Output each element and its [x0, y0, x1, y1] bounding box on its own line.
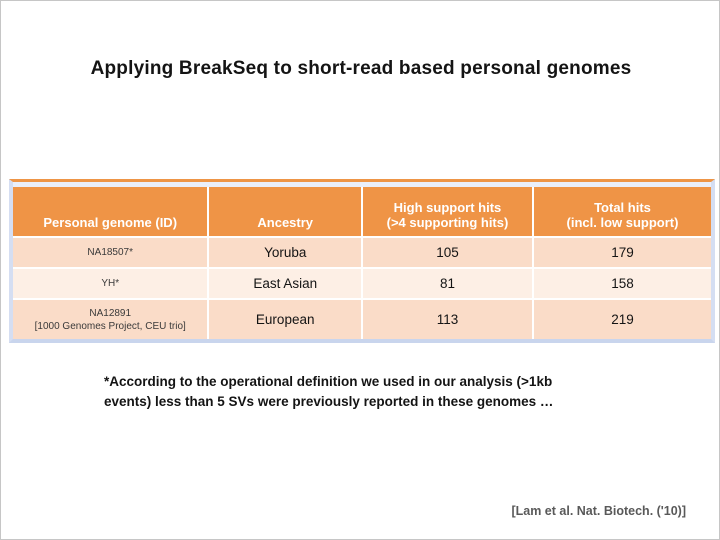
cell-genome-id: NA12891 [1000 Genomes Project, CEU trio] [13, 299, 210, 339]
column-header: High support hits (>4 supporting hits) [361, 187, 534, 238]
footnote-line: events) less than 5 SVs were previously … [104, 394, 554, 409]
column-header: Total hits (incl. low support) [532, 187, 711, 238]
cell-high-support-hits: 105 [361, 237, 534, 269]
column-header: Personal genome (ID) [13, 187, 210, 238]
column-header: Ancestry [208, 187, 363, 238]
cell-high-support-hits: 81 [361, 268, 534, 300]
slide-title: Applying BreakSeq to short-read based pe… [90, 58, 632, 79]
cell-genome-id: NA18507* [13, 237, 210, 269]
cell-total-hits: 179 [532, 237, 711, 269]
cell-total-hits: 158 [532, 268, 711, 300]
table-body: NA18507* Yoruba 105 179 YH* East Asian 81 158 NA… [13, 237, 711, 339]
table-row: YH* East Asian 81 158 [13, 268, 711, 300]
table-row: NA18507* Yoruba 105 179 [13, 237, 711, 269]
cell-ancestry: Yoruba [208, 237, 363, 269]
cell-ancestry: European [208, 299, 363, 339]
footnote: *According to the operational definition… [104, 372, 679, 412]
cell-genome-id: YH* [13, 268, 210, 300]
table-header-row: Personal genome (ID) Ancestry High support… [13, 187, 711, 238]
results-table: Personal genome (ID) Ancestry High support… [13, 187, 711, 339]
footnote-line: *According to the operational definition… [104, 374, 553, 389]
cell-total-hits: 219 [532, 299, 711, 339]
table-row: NA12891 [1000 Genomes Project, CEU trio] E… [13, 299, 711, 339]
citation-reference: [Lam et al. Nat. Biotech. ('10)] [511, 504, 686, 518]
results-table-frame: Personal genome (ID) Ancestry High support… [9, 179, 715, 343]
cell-ancestry: East Asian [208, 268, 363, 300]
cell-high-support-hits: 113 [361, 299, 534, 339]
